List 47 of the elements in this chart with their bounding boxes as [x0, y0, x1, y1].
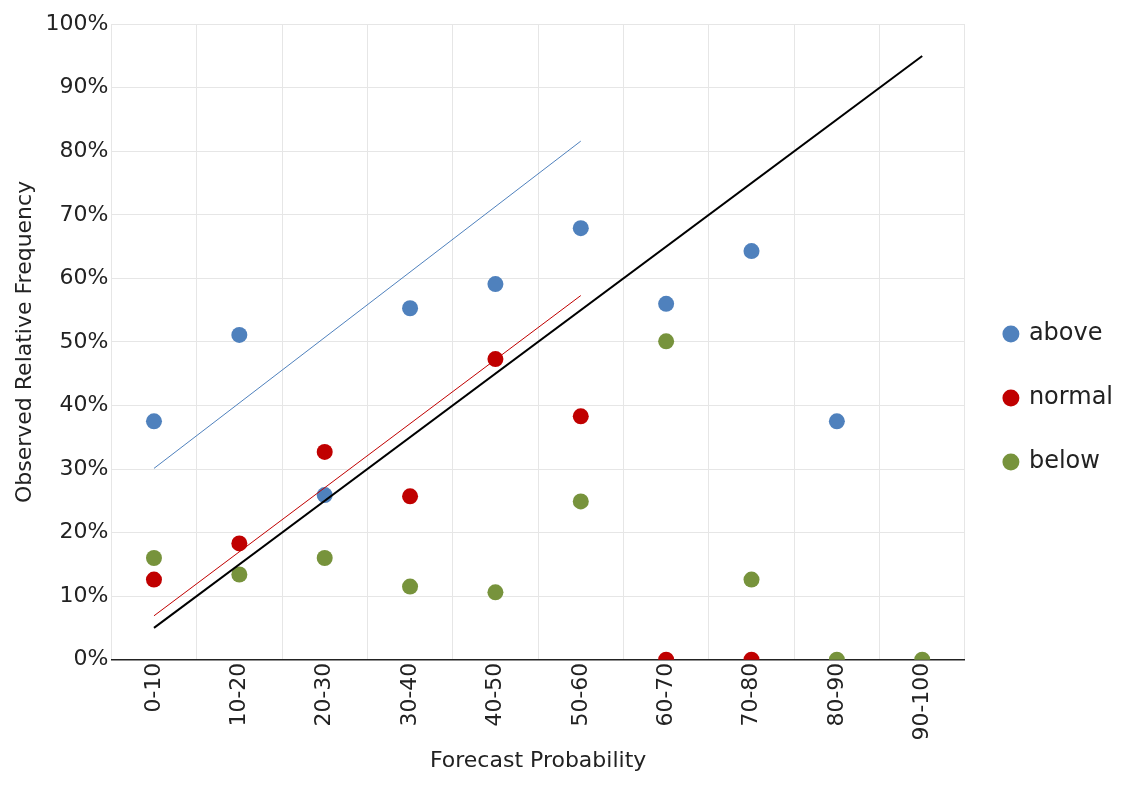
y-tick-label: 90% — [59, 73, 109, 99]
y-tick-label: 20% — [59, 518, 109, 544]
x-tick-label: 70-80 — [737, 662, 763, 727]
legend-label: below — [1028, 446, 1100, 475]
point — [658, 295, 675, 312]
point — [145, 571, 162, 588]
y-tick-label: 60% — [59, 264, 109, 290]
point — [487, 276, 504, 293]
point — [658, 333, 675, 350]
legend-label: normal — [1028, 382, 1113, 411]
point — [316, 443, 333, 460]
point — [572, 493, 589, 510]
point — [402, 488, 419, 505]
y-tick-label: 70% — [59, 200, 109, 226]
point — [487, 584, 504, 601]
x-tick-label: 50-60 — [566, 662, 592, 727]
point — [145, 413, 162, 430]
point — [231, 326, 248, 343]
x-tick-label: 30-40 — [395, 662, 421, 727]
y-tick-label: 10% — [59, 581, 109, 607]
y-tick-label: 30% — [59, 454, 109, 480]
x-tick-label: 40-50 — [481, 662, 507, 727]
y-tick-label: 100% — [45, 9, 109, 35]
x-tick-label: 10-20 — [225, 662, 251, 727]
point — [402, 578, 419, 595]
point — [231, 535, 248, 552]
point — [828, 413, 845, 430]
y-tick-label: 50% — [59, 327, 109, 353]
x-tick-label: 60-70 — [651, 662, 677, 727]
point — [572, 220, 589, 237]
y-tick-label: 40% — [59, 391, 109, 417]
x-tick-label: 0-10 — [139, 662, 165, 713]
x-tick-label: 20-30 — [310, 662, 336, 727]
legend-label: above — [1028, 318, 1103, 347]
point — [743, 243, 760, 260]
y-axis-title: Observed Relative Frequency — [10, 180, 36, 504]
point — [231, 566, 248, 583]
y-tick-label: 0% — [73, 645, 109, 671]
y-tick-label: 80% — [59, 137, 109, 163]
point — [572, 408, 589, 425]
point — [402, 300, 419, 317]
x-tick-label: 80-90 — [822, 662, 848, 727]
point — [145, 550, 162, 566]
point — [743, 571, 760, 588]
point — [316, 550, 333, 566]
x-tick-label: 90-100 — [907, 662, 933, 741]
x-axis-title: Forecast Probability — [429, 746, 647, 772]
